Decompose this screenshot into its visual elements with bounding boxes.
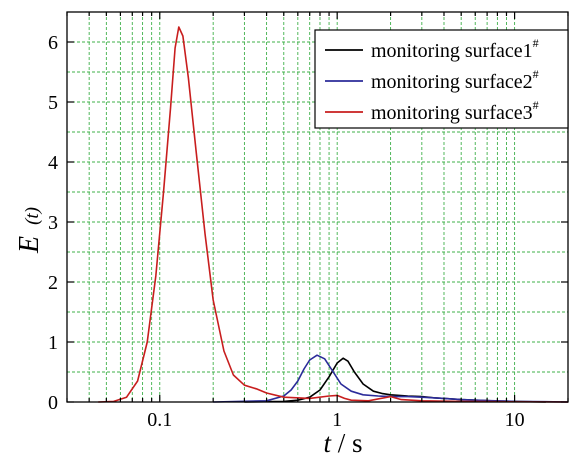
x-tick-label: 1	[332, 409, 342, 431]
x-axis-label: t / s	[323, 428, 362, 457]
legend-label-text: monitoring surface3	[371, 102, 533, 124]
legend: monitoring surface1#monitoring surface2#…	[314, 29, 569, 129]
legend-label-text: monitoring surface2	[371, 71, 533, 93]
y-tick-label: 2	[48, 272, 58, 294]
y-tick-label: 3	[48, 212, 58, 234]
x-axis-label-unit: / s	[331, 428, 363, 457]
x-tick-label: 10	[505, 409, 525, 431]
legend-label-superscript: #	[533, 67, 539, 81]
axis-ticks: 0 1 2 3 4 5 6 0.1 1 10	[48, 12, 569, 431]
legend-label-text: monitoring surface1	[371, 40, 533, 62]
y-tick-label: 6	[48, 32, 58, 54]
series-line-3	[98, 26, 569, 403]
legend-label-superscript: #	[533, 36, 539, 50]
y-tick-label: 5	[48, 92, 58, 114]
legend-label-superscript: #	[533, 98, 539, 112]
y-tick-label: 0	[48, 392, 58, 414]
y-tick-label: 1	[48, 332, 58, 354]
legend-label-2: monitoring surface2#	[371, 67, 539, 93]
legend-box	[314, 29, 569, 129]
y-axis-label: E (t)	[14, 207, 45, 254]
x-axis-label-variable: t	[323, 428, 332, 457]
series-layer	[98, 26, 569, 403]
legend-items: monitoring surface1#monitoring surface2#…	[325, 36, 539, 124]
x-tick-label: 0.1	[147, 409, 172, 431]
y-axis-label-main: E	[14, 236, 45, 254]
legend-label-3: monitoring surface3#	[371, 98, 539, 124]
series-line-2	[213, 354, 569, 403]
y-tick-label: 4	[48, 152, 58, 174]
y-axis-label-unit: (t)	[22, 207, 43, 225]
plot-frame	[66, 11, 569, 403]
legend-label-1: monitoring surface1#	[371, 36, 539, 62]
